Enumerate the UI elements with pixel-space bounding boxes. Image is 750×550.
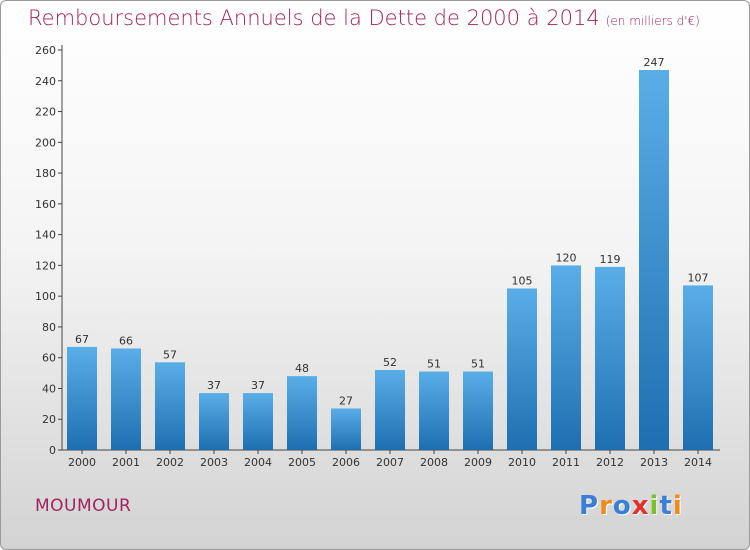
x-tick-label: 2010 (508, 456, 536, 469)
proxiti-logo: Proxiti (579, 491, 683, 521)
bar-value-label: 105 (512, 274, 533, 287)
commune-name: MOUMOUR (35, 496, 132, 516)
bar (551, 265, 581, 450)
bar-value-label: 37 (251, 379, 265, 392)
logo-letter: x (631, 491, 650, 521)
logo-letter: P (579, 491, 600, 521)
bar (419, 371, 449, 450)
bar (639, 70, 669, 450)
bar-value-label: 52 (383, 356, 397, 369)
x-tick-label: 2003 (200, 456, 228, 469)
bar (375, 370, 405, 450)
bar-value-label: 247 (644, 56, 665, 69)
bar (199, 393, 229, 450)
bar-value-label: 120 (556, 251, 577, 264)
bar-value-label: 67 (75, 333, 89, 346)
x-tick-label: 2000 (68, 456, 96, 469)
bar (463, 371, 493, 450)
x-tick-label: 2002 (156, 456, 184, 469)
chart-title: Remboursements Annuels de la Dette de 20… (28, 6, 700, 30)
x-tick-label: 2008 (420, 456, 448, 469)
logo-letter: i (649, 491, 660, 521)
bar (595, 266, 625, 450)
bar-value-label: 107 (688, 271, 709, 284)
y-tick-label: 100 (35, 290, 56, 303)
y-tick-label: 80 (42, 321, 56, 334)
logo-letter: r (599, 491, 613, 521)
y-tick-label: 240 (35, 75, 56, 88)
bar (111, 348, 141, 450)
bar-value-label: 57 (163, 348, 177, 361)
bar (331, 408, 361, 450)
x-tick-label: 2009 (464, 456, 492, 469)
x-tick-label: 2005 (288, 456, 316, 469)
bar-value-label: 37 (207, 379, 221, 392)
y-tick-label: 160 (35, 198, 56, 211)
bar (287, 376, 317, 450)
y-tick-label: 120 (35, 259, 56, 272)
bar-value-label: 119 (600, 253, 621, 266)
bar (155, 362, 185, 450)
y-tick-label: 220 (35, 106, 56, 119)
logo-letter: t (659, 491, 673, 521)
logo-letter: i (672, 491, 683, 521)
bar-value-label: 51 (471, 358, 485, 371)
x-tick-label: 2012 (596, 456, 624, 469)
bar (507, 288, 537, 450)
bar-value-label: 66 (119, 334, 133, 347)
x-tick-label: 2014 (684, 456, 712, 469)
y-tick-label: 0 (49, 444, 56, 457)
x-tick-label: 2001 (112, 456, 140, 469)
y-tick-label: 20 (42, 413, 56, 426)
y-tick-label: 260 (35, 44, 56, 57)
bar (243, 393, 273, 450)
x-tick-label: 2007 (376, 456, 404, 469)
chart-subtitle: (en milliers d'€) (605, 14, 700, 28)
bar-value-label: 51 (427, 358, 441, 371)
y-tick-label: 200 (35, 136, 56, 149)
y-tick-label: 40 (42, 382, 56, 395)
x-tick-label: 2013 (640, 456, 668, 469)
logo-letter: o (612, 491, 632, 521)
bar (683, 285, 713, 450)
bar (67, 346, 97, 450)
y-tick-label: 60 (42, 352, 56, 365)
y-tick-label: 180 (35, 167, 56, 180)
x-tick-label: 2011 (552, 456, 580, 469)
y-tick-label: 140 (35, 229, 56, 242)
bar-value-label: 48 (295, 362, 309, 375)
bar-value-label: 27 (339, 394, 353, 407)
x-tick-label: 2006 (332, 456, 360, 469)
x-tick-label: 2004 (244, 456, 272, 469)
